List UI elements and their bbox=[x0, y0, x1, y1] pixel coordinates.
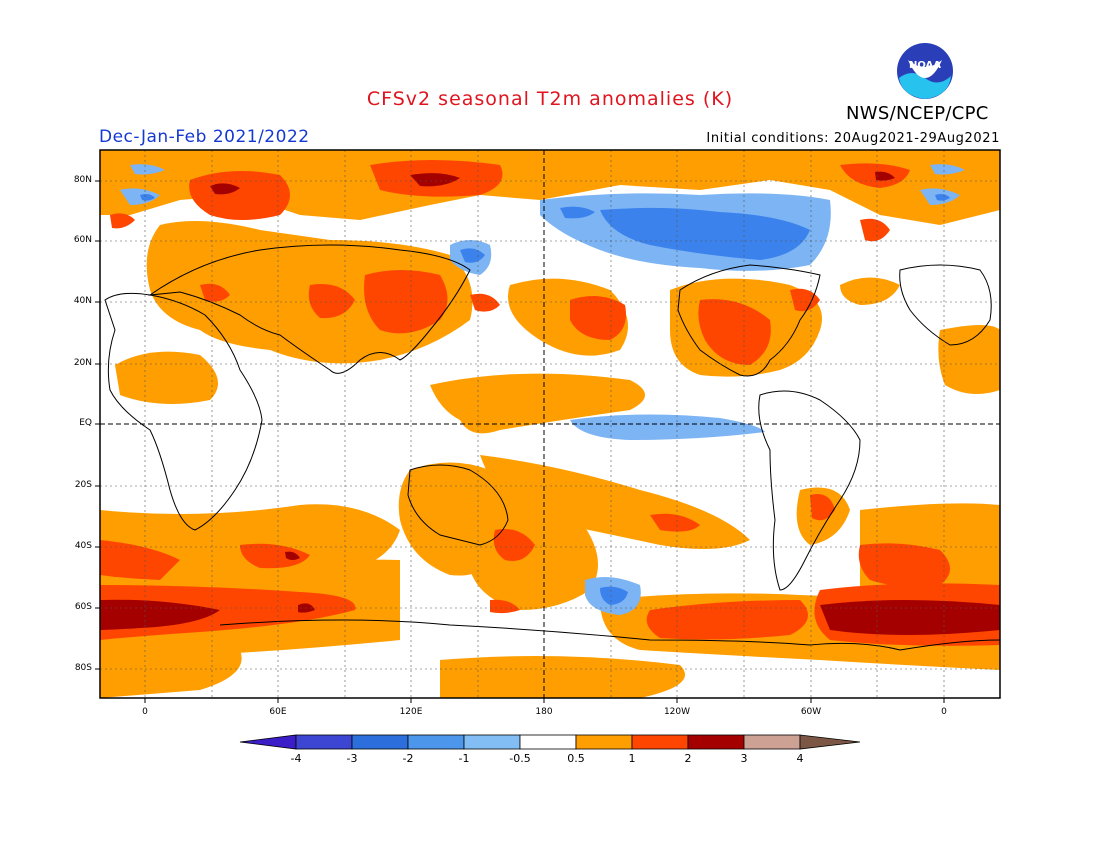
svg-text:NOAA: NOAA bbox=[909, 60, 941, 71]
colorbar-label: 1 bbox=[628, 752, 636, 765]
colorbar-label: 4 bbox=[796, 752, 804, 765]
colorbar-label: -2 bbox=[402, 752, 414, 765]
lon-label: 60E bbox=[269, 707, 287, 717]
lat-label: 20S bbox=[74, 480, 92, 490]
season-label: Dec-Jan-Feb 2021/2022 bbox=[99, 127, 310, 147]
anomaly-shading bbox=[100, 150, 1000, 698]
lat-label: 60S bbox=[74, 602, 92, 612]
lat-label: EQ bbox=[79, 418, 92, 428]
graticule bbox=[100, 150, 1000, 698]
lon-label: 180 bbox=[535, 707, 553, 717]
colorbar-label: -4 bbox=[290, 752, 302, 765]
lon-label: 120W bbox=[663, 707, 691, 717]
noaa-logo: NOAA bbox=[894, 40, 956, 102]
lon-label: 120E bbox=[399, 707, 423, 717]
lat-label: 20N bbox=[73, 358, 92, 368]
chart-title: CFSv2 seasonal T2m anomalies (K) bbox=[366, 88, 734, 110]
coastlines bbox=[104, 244, 1000, 651]
lat-label: 40S bbox=[74, 541, 92, 551]
lat-label: 40N bbox=[73, 296, 92, 306]
colorbar-label: 3 bbox=[740, 752, 748, 765]
lat-label: 80S bbox=[74, 663, 92, 673]
colorbar-label: -3 bbox=[346, 752, 358, 765]
initial-conditions-label: Initial conditions: 20Aug2021-29Aug2021 bbox=[706, 131, 1000, 146]
lon-label: 60W bbox=[800, 707, 822, 717]
colorbar bbox=[239, 734, 861, 750]
lon-label: 0 bbox=[142, 707, 148, 717]
lat-label: 60N bbox=[73, 235, 92, 245]
colorbar-label: 2 bbox=[684, 752, 692, 765]
agency-label: NWS/NCEP/CPC bbox=[846, 103, 989, 124]
colorbar-label: 0.5 bbox=[567, 752, 585, 765]
lat-label: 80N bbox=[73, 175, 92, 185]
colorbar-arrow-right bbox=[799, 734, 861, 750]
colorbar-arrow-left bbox=[239, 734, 297, 750]
colorbar-label: -0.5 bbox=[509, 752, 531, 765]
lon-label: 0 bbox=[941, 707, 947, 717]
colorbar-label: -1 bbox=[458, 752, 470, 765]
